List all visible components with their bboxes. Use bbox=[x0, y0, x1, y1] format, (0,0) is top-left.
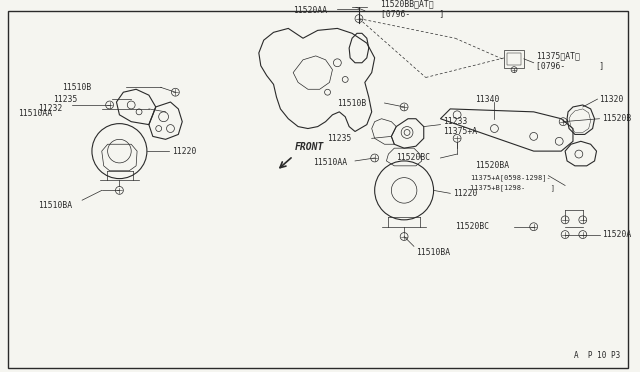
Text: 11520B: 11520B bbox=[602, 114, 632, 123]
Bar bbox=[504, 50, 524, 68]
Text: 11520BA: 11520BA bbox=[475, 161, 509, 170]
Text: 11520BC: 11520BC bbox=[396, 154, 430, 163]
Text: 11375+A[0598-1298]-: 11375+A[0598-1298]- bbox=[470, 174, 550, 181]
Text: 11220: 11220 bbox=[453, 189, 477, 198]
Text: 11520BB〈AT〉: 11520BB〈AT〉 bbox=[381, 0, 434, 8]
Text: 11520BC: 11520BC bbox=[455, 222, 490, 231]
Text: [0796-      ]: [0796- ] bbox=[381, 9, 444, 18]
Text: 11220: 11220 bbox=[172, 147, 197, 155]
Text: 11375〈AT〉: 11375〈AT〉 bbox=[536, 51, 580, 60]
Text: 11340: 11340 bbox=[475, 94, 499, 103]
Text: 11510B: 11510B bbox=[337, 99, 367, 108]
Text: 11510AA: 11510AA bbox=[313, 158, 347, 167]
Text: 11235: 11235 bbox=[52, 94, 77, 103]
Text: 11510B: 11510B bbox=[63, 83, 92, 92]
Text: 11232: 11232 bbox=[38, 105, 62, 113]
Text: A  P 10 P3: A P 10 P3 bbox=[574, 351, 620, 360]
Text: [0796-       ]: [0796- ] bbox=[536, 61, 604, 70]
Text: 11520A: 11520A bbox=[602, 230, 632, 239]
Text: 11235: 11235 bbox=[328, 134, 352, 143]
Text: FRONT: FRONT bbox=[295, 142, 324, 152]
Text: 11320: 11320 bbox=[600, 94, 624, 103]
Text: 11520AA: 11520AA bbox=[293, 6, 327, 15]
Text: 11510AA: 11510AA bbox=[19, 109, 52, 118]
Text: 11375+B[1298-      ]: 11375+B[1298- ] bbox=[470, 184, 555, 191]
Text: 11510BA: 11510BA bbox=[38, 201, 72, 209]
Bar bbox=[507, 53, 521, 65]
Text: 11233: 11233 bbox=[444, 117, 468, 126]
Text: 11375+A: 11375+A bbox=[444, 127, 477, 136]
Text: 11510BA: 11510BA bbox=[416, 248, 450, 257]
